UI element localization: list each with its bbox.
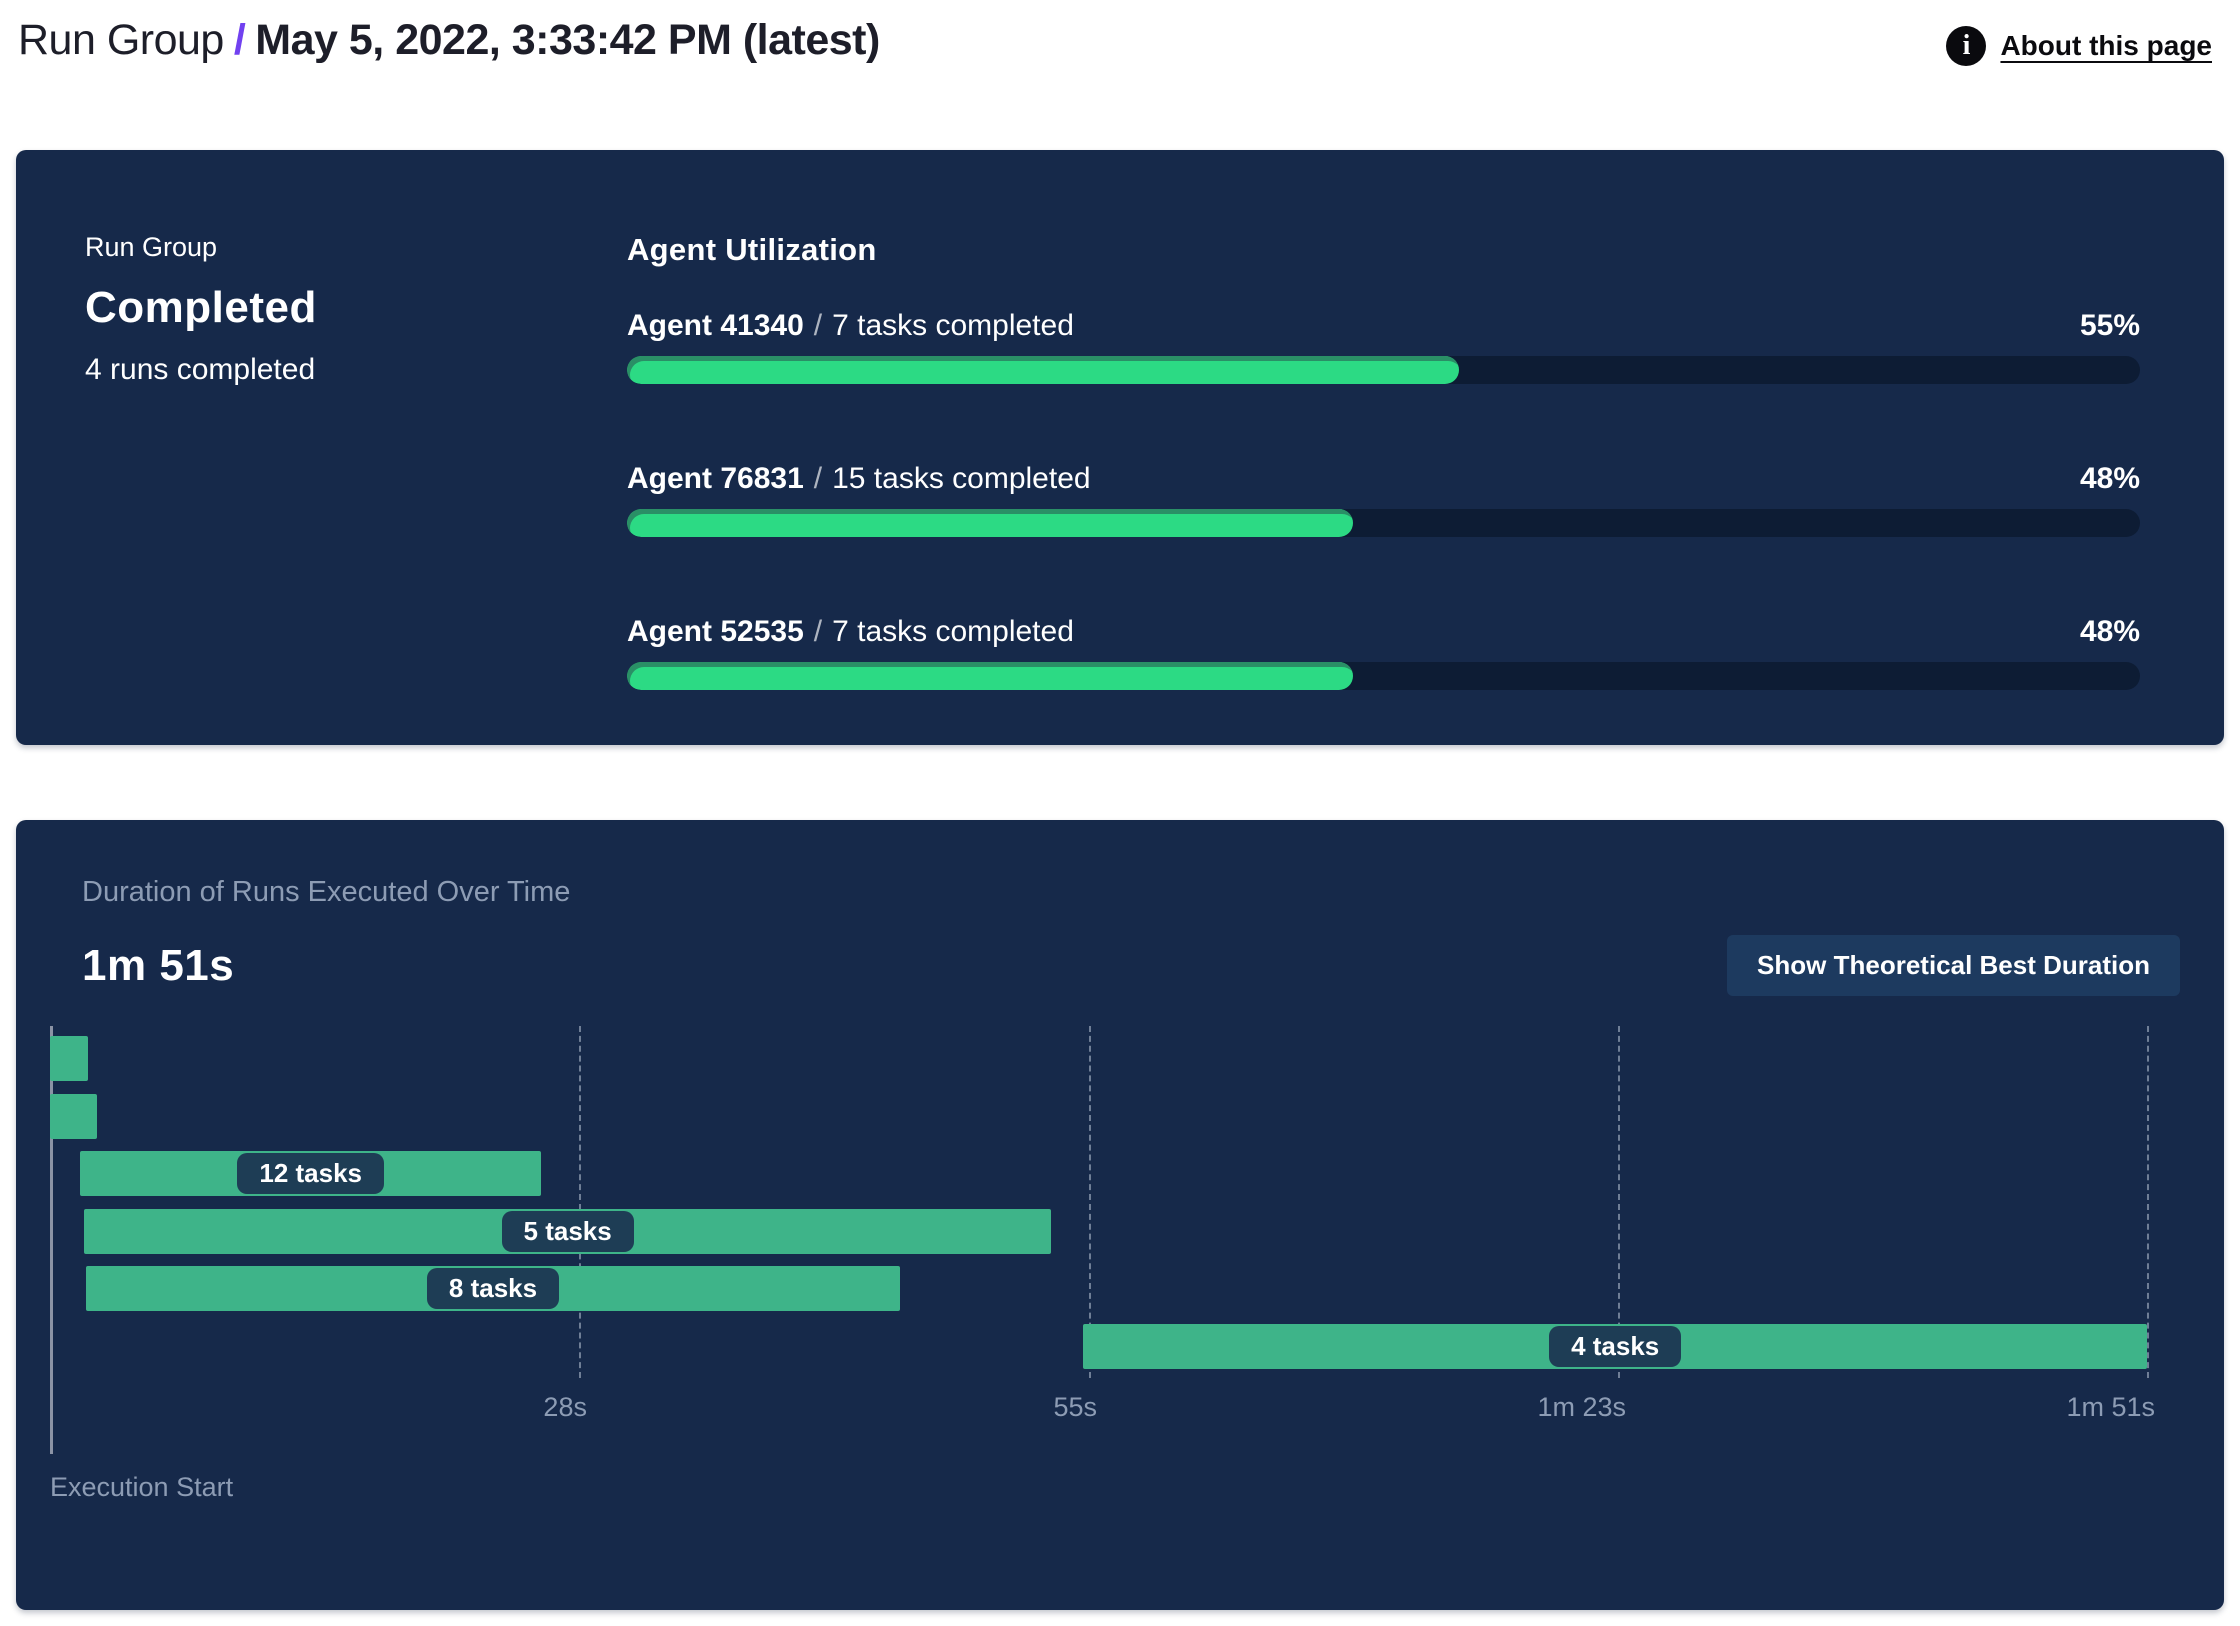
agent-name: Agent 76831 — [627, 462, 804, 495]
run-task-count-pill: 12 tasks — [237, 1153, 385, 1194]
run-group-status-panel: Run Group Completed 4 runs completed — [85, 232, 627, 665]
time-gridline — [2147, 1026, 2149, 1378]
run-group-status: Completed — [85, 283, 317, 332]
page-title: Run Group / May 5, 2022, 3:33:42 PM (lates… — [18, 16, 880, 65]
show-theoretical-best-duration-button[interactable]: Show Theoretical Best Duration — [1727, 935, 2180, 996]
agent-utilization-percent: 48% — [2079, 615, 2140, 648]
duration-chart-card: Duration of Runs Executed Over Time 1m 5… — [16, 820, 2224, 1610]
agent-utilization-row: Agent 52535 / 7 tasks completed 48% — [627, 615, 2140, 690]
time-tick-label: 1m 51s — [2066, 1392, 2155, 1422]
run-group-summary-card: Run Group Completed 4 runs completed Age… — [16, 150, 2224, 745]
breadcrumb-root: Run Group — [18, 16, 224, 64]
agent-separator: / — [813, 309, 823, 342]
page-header: Run Group / May 5, 2022, 3:33:42 PM (lates… — [0, 0, 2240, 132]
info-icon — [1946, 26, 1987, 66]
run-task-count-pill: 4 tasks — [1549, 1325, 1682, 1367]
agent-utilization-bar-fill — [627, 662, 1354, 690]
run-bar[interactable]: 5 tasks — [84, 1208, 1052, 1254]
agent-utilization-bar-fill — [627, 356, 1460, 384]
agent-tasks-completed: 7 tasks completed — [832, 615, 1074, 648]
about-this-page-link[interactable]: About this page — [1946, 26, 2212, 66]
total-duration-value: 1m 51s — [82, 940, 235, 990]
about-link-label: About this page — [2000, 30, 2212, 61]
run-bar[interactable]: 12 tasks — [80, 1151, 542, 1196]
execution-start-axis-line — [50, 1026, 53, 1454]
agent-separator: / — [813, 462, 823, 495]
agent-utilization-row: Agent 41340 / 7 tasks completed 55% — [627, 309, 2140, 384]
agent-utilization-row: Agent 76831 / 15 tasks completed 48% — [627, 462, 2140, 537]
time-gridline — [1618, 1026, 1621, 1378]
agent-tasks-completed: 15 tasks completed — [832, 462, 1091, 495]
run-task-count-pill: 5 tasks — [501, 1210, 634, 1252]
agent-utilization-bar-track — [627, 662, 2140, 690]
run-bar[interactable] — [50, 1093, 98, 1139]
duration-chart-title: Duration of Runs Executed Over Time — [82, 876, 571, 908]
agent-utilization-label-line: Agent 52535 / 7 tasks completed 48% — [627, 615, 2140, 649]
time-tick-label: 28s — [543, 1392, 587, 1422]
run-timestamp: May 5, 2022, 3:33:42 PM (latest) — [255, 16, 880, 64]
run-bar[interactable]: 4 tasks — [1083, 1323, 2147, 1369]
agent-utilization-bar-track — [627, 356, 2140, 384]
agent-utilization-percent: 48% — [2079, 462, 2140, 495]
execution-start-label: Execution Start — [50, 1472, 234, 1502]
time-gridline — [1089, 1026, 1092, 1378]
runs-completed-count: 4 runs completed — [85, 353, 316, 386]
agent-utilization-label-line: Agent 76831 / 15 tasks completed 48% — [627, 462, 2140, 496]
duration-summary-row: 1m 51s Show Theoretical Best Duration — [16, 909, 2224, 996]
time-tick-label: 55s — [1053, 1392, 1098, 1422]
agent-utilization-bar-track — [627, 509, 2140, 537]
run-group-label: Run Group — [85, 232, 218, 262]
run-task-count-pill: 8 tasks — [426, 1268, 560, 1309]
agent-utilization-panel: Agent Utilization Agent 41340 / 7 tasks … — [627, 232, 2140, 690]
agent-utilization-label-line: Agent 41340 / 7 tasks completed 55% — [627, 309, 2140, 343]
breadcrumb-separator: / — [233, 16, 246, 64]
agent-name: Agent 41340 — [627, 309, 804, 342]
agent-utilization-title: Agent Utilization — [627, 232, 877, 267]
agent-separator: / — [813, 615, 823, 648]
time-tick-label: 1m 23s — [1537, 1392, 1627, 1422]
agent-name: Agent 52535 — [627, 615, 804, 648]
run-bar[interactable]: 8 tasks — [85, 1266, 901, 1311]
agent-utilization-bar-fill — [627, 509, 1354, 537]
run-bar[interactable] — [50, 1036, 88, 1081]
agent-tasks-completed: 7 tasks completed — [832, 309, 1074, 342]
run-duration-gantt-chart: Execution Start 28s 55s 1m 23s 1m 51s 12 tas… — [16, 1026, 2224, 1526]
time-gridline — [578, 1026, 581, 1378]
agent-utilization-percent: 55% — [2079, 309, 2140, 342]
